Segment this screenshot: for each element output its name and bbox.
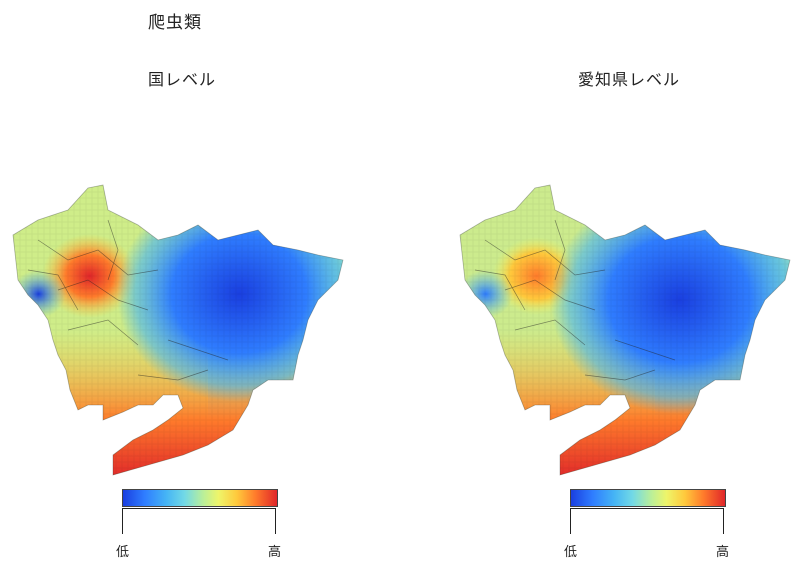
heatmap-map <box>459 184 791 476</box>
panel-title: 愛知県レベル <box>578 70 681 89</box>
legend-low-label: 低 <box>564 545 578 560</box>
figure-title: 爬虫類 <box>148 13 202 33</box>
legend-colorbar <box>122 489 278 507</box>
legend-high-label: 高 <box>716 545 730 560</box>
legend-low-label: 低 <box>116 545 130 560</box>
legend-bracket <box>570 508 724 534</box>
legend-high-label: 高 <box>268 545 282 560</box>
legend-bracket <box>122 508 276 534</box>
legend-colorbar <box>570 489 726 507</box>
panel-national: 国レベル <box>12 70 344 560</box>
panel-prefecture: 愛知県レベル <box>400 0 800 569</box>
heatmap-map <box>12 184 344 476</box>
panel-title: 国レベル <box>148 70 217 89</box>
